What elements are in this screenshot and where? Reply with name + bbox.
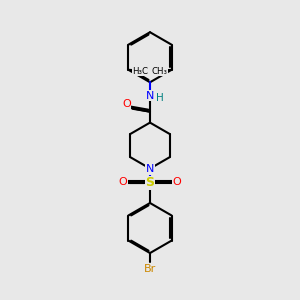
Text: O: O xyxy=(122,99,131,109)
Text: O: O xyxy=(118,177,127,188)
Text: CH₃: CH₃ xyxy=(152,67,168,76)
Text: S: S xyxy=(146,176,154,190)
Text: Br: Br xyxy=(144,264,156,274)
Text: N: N xyxy=(146,164,154,174)
Text: N: N xyxy=(146,91,154,100)
Text: H: H xyxy=(155,94,163,103)
Text: H₃C: H₃C xyxy=(132,67,148,76)
Text: O: O xyxy=(173,177,182,188)
